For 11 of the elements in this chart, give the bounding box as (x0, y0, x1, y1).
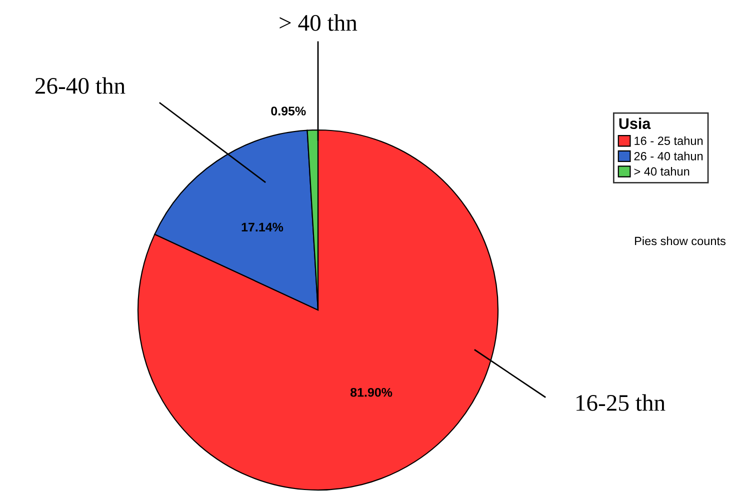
legend-label: > 40 tahun (634, 166, 690, 176)
text: Pies show counts (635, 236, 726, 246)
legend-label: 16 - 25 tahun (634, 136, 703, 146)
data-label: 17.14% (242, 222, 284, 232)
text: > 40 thn (280, 14, 358, 31)
legend-label: 26 - 40 tahun (634, 152, 703, 160)
text: 16-25 thn (576, 394, 666, 411)
text: 26-40 thn (35, 77, 126, 94)
data-label: 0.95% (271, 106, 306, 116)
legend-title: Usia (619, 118, 651, 130)
data-label: 81.90% (350, 388, 392, 397)
